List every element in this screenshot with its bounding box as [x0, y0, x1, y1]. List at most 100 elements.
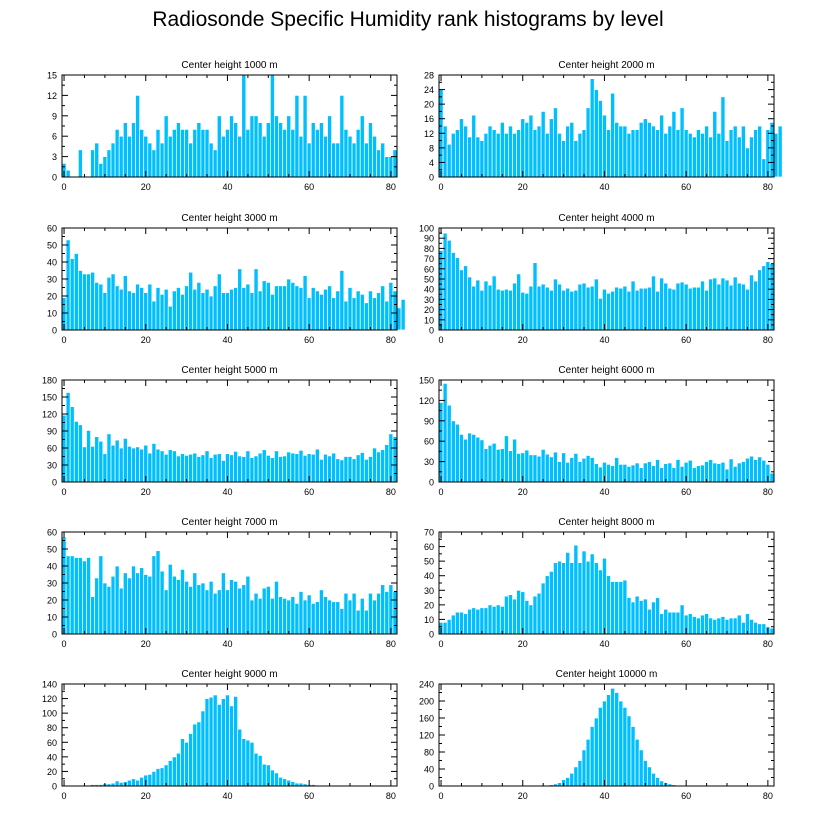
- histogram-bar: [606, 575, 611, 635]
- histogram-bar: [565, 552, 571, 635]
- histogram-bar: [622, 285, 628, 331]
- y-tick-label: 8: [429, 143, 434, 153]
- histogram-bar: [200, 710, 206, 787]
- y-tick-label: 30: [47, 461, 57, 471]
- histogram-bar: [757, 456, 763, 483]
- x-tick-label: 60: [681, 791, 691, 801]
- histogram-bar: [249, 457, 255, 483]
- histogram-bar: [298, 135, 304, 178]
- histogram-bar: [212, 285, 218, 331]
- histogram-bar: [749, 455, 754, 483]
- histogram-bar: [728, 129, 734, 178]
- histogram-bar: [225, 694, 230, 787]
- histogram-bar: [732, 125, 738, 178]
- histogram-bar: [561, 140, 566, 178]
- y-tick-label: 40: [47, 752, 57, 762]
- histogram-bar: [359, 597, 365, 635]
- histogram-bar: [355, 290, 361, 331]
- panel-title: Center height 6000 m: [558, 365, 654, 376]
- histogram-bar: [618, 700, 624, 787]
- histogram-bar: [716, 463, 722, 483]
- histogram-bar: [634, 462, 640, 483]
- histogram-bar: [630, 464, 636, 483]
- histogram-bar: [159, 293, 165, 331]
- histogram-bar: [679, 107, 685, 178]
- panel-10: Center height 10000 m 0 40 80 120 160 200 240 0 2…: [419, 669, 775, 801]
- histogram-bar: [327, 115, 332, 178]
- histogram-bar: [253, 752, 259, 787]
- histogram-bar: [655, 459, 660, 483]
- histogram-bar: [671, 467, 677, 483]
- histogram-bar: [651, 125, 656, 178]
- histogram-bar: [589, 553, 595, 635]
- histogram-bar: [622, 125, 628, 178]
- histogram-bar: [274, 115, 279, 178]
- histogram-bar: [347, 135, 353, 178]
- histogram-bar: [122, 438, 128, 483]
- histogram-bar: [573, 766, 579, 787]
- histogram-bar: [61, 414, 67, 483]
- y-tick-label: 4: [429, 158, 434, 168]
- histogram-bar: [368, 456, 373, 483]
- x-tick-label: 0: [439, 487, 444, 497]
- y-tick-label: 50: [47, 545, 57, 555]
- histogram-bar: [118, 587, 124, 635]
- histogram-bar: [290, 781, 296, 787]
- histogram-bar: [257, 452, 263, 483]
- histogram-bar: [229, 579, 234, 635]
- histogram-bar: [139, 287, 145, 331]
- histogram-bar: [446, 619, 452, 635]
- histogram-bar: [638, 287, 644, 331]
- histogram-bar: [663, 608, 669, 635]
- x-tick-label: 0: [62, 335, 67, 345]
- histogram-bar: [286, 115, 292, 178]
- y-tick-label: 70: [424, 254, 434, 264]
- histogram-bar: [241, 456, 247, 483]
- y-tick-label: 28: [424, 71, 434, 81]
- histogram-bar: [495, 604, 501, 635]
- histogram-bar: [212, 694, 218, 787]
- histogram-bar: [618, 287, 624, 331]
- histogram-bar: [651, 601, 656, 635]
- histogram-bar: [479, 607, 485, 635]
- histogram-bar: [192, 129, 198, 178]
- histogram-bar: [229, 705, 234, 787]
- y-tick-label: 0: [429, 630, 434, 640]
- histogram-bar: [131, 447, 136, 483]
- histogram-bar: [483, 132, 489, 178]
- histogram-bar: [712, 619, 718, 635]
- histogram-bar: [343, 300, 349, 331]
- histogram-bar: [761, 265, 767, 331]
- histogram-bar: [691, 467, 697, 483]
- histogram-bar: [274, 450, 279, 483]
- histogram-bar: [450, 614, 456, 635]
- histogram-bar: [270, 293, 275, 331]
- y-tick-label: 20: [47, 767, 57, 777]
- x-tick-label: 0: [62, 182, 67, 192]
- y-tick-label: 10: [47, 309, 57, 319]
- histogram-bar: [102, 582, 108, 635]
- histogram-bar: [565, 461, 571, 483]
- histogram-bar: [577, 283, 583, 331]
- histogram-bar: [577, 562, 583, 635]
- histogram-bar: [335, 142, 341, 178]
- histogram-bar: [392, 290, 398, 331]
- histogram-bar: [687, 613, 693, 635]
- histogram-bar: [732, 466, 738, 483]
- histogram-bar: [188, 271, 194, 331]
- y-tick-label: 120: [419, 731, 434, 741]
- histogram-bar: [216, 453, 222, 483]
- histogram-bar: [655, 597, 660, 635]
- histogram-bar: [139, 129, 145, 178]
- histogram-bar: [257, 122, 263, 178]
- histogram-bar: [573, 453, 579, 483]
- y-tick-label: 90: [424, 234, 434, 244]
- histogram-bar: [720, 461, 726, 483]
- histogram-bar: [69, 555, 75, 635]
- panel-2: Center height 2000 m 0 4 8 12 16 20 24 28 0 20 40 60…: [424, 60, 783, 192]
- histogram-bar: [204, 129, 210, 178]
- histogram-bar: [720, 96, 726, 178]
- histogram-bar: [745, 288, 750, 331]
- histogram-bar: [302, 455, 308, 483]
- histogram-bar: [712, 111, 718, 178]
